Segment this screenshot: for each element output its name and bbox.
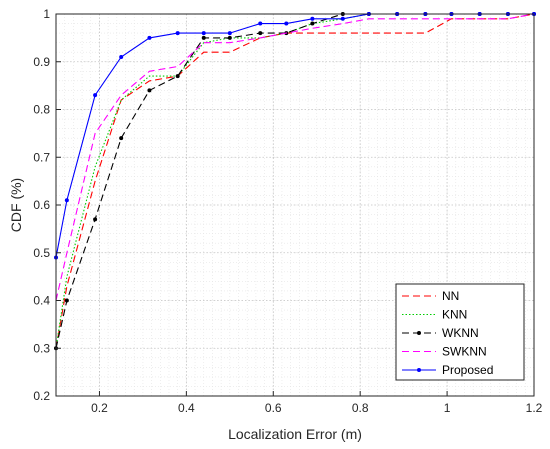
series-line-proposed (55, 13, 534, 258)
data-point-proposed (258, 21, 263, 26)
data-point-proposed (119, 54, 124, 59)
data-point-wknn (227, 35, 232, 40)
data-point-proposed (175, 31, 180, 36)
legend-entry-proposed: Proposed (402, 363, 493, 377)
data-point-wknn (64, 298, 69, 303)
x-tick-label: 1.2 (526, 401, 543, 415)
legend-label-wknn: WKNN (442, 326, 479, 340)
legend-marker-wknn (417, 331, 421, 335)
y-axis-label: CDF (%) (8, 178, 24, 232)
data-point-wknn (310, 21, 315, 26)
data-point-proposed (340, 16, 345, 21)
data-point-proposed (284, 21, 289, 26)
y-tick-label: 0.5 (33, 246, 50, 260)
data-point-proposed (147, 35, 152, 40)
legend-marker-proposed (417, 368, 421, 372)
legend: NN KNN WKNN SWKNN Proposed (395, 283, 525, 381)
legend-label-proposed: Proposed (442, 363, 493, 377)
data-point-proposed (64, 198, 69, 203)
series-proposed (54, 12, 536, 260)
y-tick-label: 0.9 (33, 55, 50, 69)
legend-entry-swknn: SWKNN (402, 345, 487, 359)
data-point-proposed (93, 93, 98, 98)
data-point-wknn (258, 31, 263, 36)
y-tick-label: 0.2 (33, 389, 50, 403)
series-line-swknn (55, 13, 535, 301)
data-point-wknn (119, 136, 124, 141)
x-tick-label: 0.4 (178, 401, 195, 415)
legend-label-nn: NN (442, 289, 459, 303)
x-axis-label: Localization Error (m) (228, 426, 362, 442)
data-point-wknn (147, 88, 152, 93)
data-point-proposed (227, 31, 232, 36)
y-tick-label: 1 (43, 7, 50, 21)
x-tick-label: 0.8 (352, 401, 369, 415)
legend-entry-nn: NN (402, 289, 459, 303)
series-swknn (55, 13, 535, 301)
legend-label-swknn: SWKNN (442, 345, 487, 359)
legend-label-knn: KNN (442, 308, 467, 322)
x-tick-label: 1 (444, 401, 451, 415)
x-tick-label: 0.2 (91, 401, 108, 415)
minor-grid (55, 13, 535, 397)
y-tick-label: 0.3 (33, 341, 50, 355)
y-tick-label: 0.7 (33, 150, 50, 164)
data-point-wknn (175, 74, 180, 79)
data-point-proposed (310, 16, 315, 21)
y-tick-label: 0.8 (33, 103, 50, 117)
x-tick-label: 0.6 (265, 401, 282, 415)
y-tick-label: 0.6 (33, 198, 50, 212)
y-tick-label: 0.4 (33, 294, 50, 308)
legend-entry-wknn: WKNN (402, 326, 479, 340)
legend-entry-knn: KNN (402, 308, 467, 322)
data-point-proposed (201, 31, 206, 36)
data-point-wknn (201, 35, 206, 40)
data-point-wknn (93, 217, 98, 222)
axis-ticks: 0.2 0.4 0.6 0.8 1 1.2 0.2 0.3 0.4 0.5 0.6 0.7 0.8 0.9… (33, 7, 542, 415)
